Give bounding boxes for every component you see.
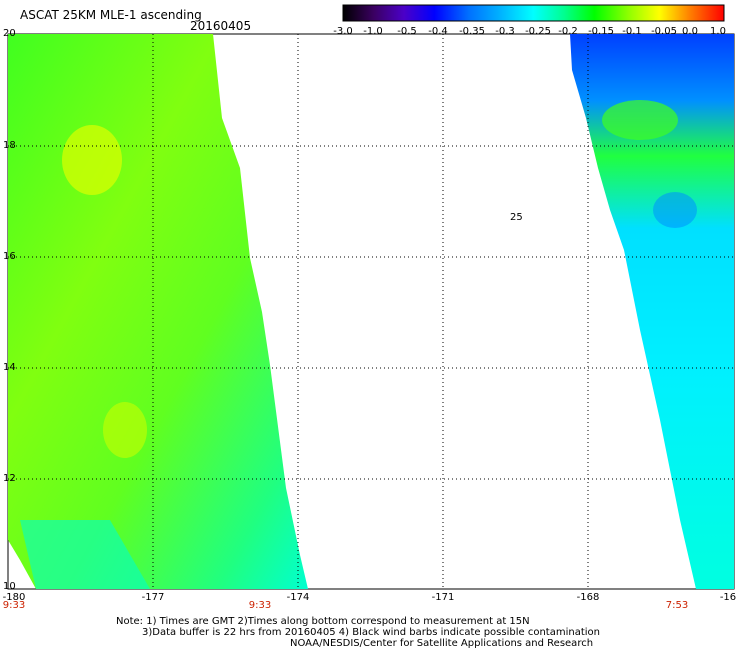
latitude-label: 10 (3, 581, 16, 592)
colorbar-label: -0.2 (558, 26, 578, 37)
right-swath (570, 34, 734, 589)
longitude-label: -174 (286, 592, 310, 603)
longitude-label: -180 (2, 592, 26, 603)
map-date: 20160405 (190, 19, 252, 33)
longitude-label: -16 (719, 592, 737, 603)
colorbar-label: 0.0 (682, 26, 698, 37)
colorbar-label: -0.25 (525, 26, 551, 37)
left-swath-hotspot (62, 125, 122, 195)
longitude-label: -177 (141, 592, 165, 603)
colorbar (342, 4, 725, 22)
colorbar-label: -0.05 (651, 26, 677, 37)
colorbar-label: -0.35 (459, 26, 485, 37)
latitude-label: 16 (3, 251, 16, 262)
credit-line: NOAA/NESDIS/Center for Satellite Applica… (290, 638, 594, 649)
map-title: ASCAT 25KM MLE-1 ascending (20, 8, 202, 22)
longitude-label: -168 (576, 592, 600, 603)
colorbar-label: -0.3 (495, 26, 515, 37)
colorbar-label: -3.0 (333, 26, 353, 37)
colorbar-label: 1.0 (710, 26, 726, 37)
colorbar-label: -0.15 (588, 26, 614, 37)
note-line-2: 3)Data buffer is 22 hrs from 20160405 4)… (142, 627, 600, 638)
time-label: 7:53 (665, 600, 689, 611)
longitude-label: -171 (431, 592, 455, 603)
colorbar-label: -0.4 (428, 26, 448, 37)
map-annotation: 25 (510, 212, 523, 223)
time-label: 9:33 (2, 600, 26, 611)
grid (8, 34, 734, 589)
left-swath-bottom (20, 520, 150, 589)
latitude-label: 12 (3, 473, 16, 484)
latitude-label: 18 (3, 140, 16, 151)
colorbar-label: -0.5 (397, 26, 417, 37)
right-swath-green (602, 100, 678, 140)
latitude-label: 20 (3, 28, 16, 39)
right-swath-blue (653, 192, 697, 228)
left-swath-spot (103, 402, 147, 458)
colorbar-label: -0.1 (622, 26, 642, 37)
colorbar-label: -1.0 (363, 26, 383, 37)
left-swath (8, 34, 308, 589)
note-line-1: Note: 1) Times are GMT 2)Times along bot… (116, 616, 530, 627)
latitude-label: 14 (3, 362, 16, 373)
time-label: 9:33 (248, 600, 272, 611)
